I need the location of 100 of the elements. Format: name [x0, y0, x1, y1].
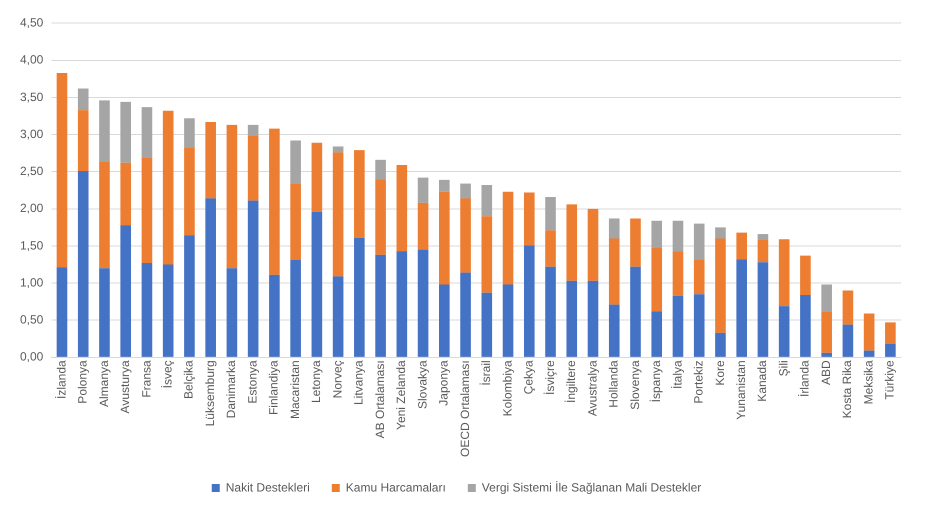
- bar: [502, 192, 514, 285]
- bar: [184, 147, 195, 236]
- bar: [778, 306, 790, 357]
- x-tick-label: Norveç: [330, 360, 344, 398]
- bar: [758, 239, 768, 262]
- bar: [120, 102, 132, 163]
- bar: [651, 311, 662, 357]
- bar: [842, 290, 854, 325]
- y-tick-label: 4,00: [20, 52, 44, 67]
- legend-label: Nakit Destekleri: [226, 480, 310, 494]
- x-tick-label: Letonya: [309, 360, 324, 404]
- bar: [481, 185, 492, 216]
- x-tick-label: İtalya: [670, 360, 684, 389]
- x-tick-label: Finlandiya: [266, 360, 281, 416]
- bar: [885, 322, 896, 344]
- bar: [524, 245, 535, 357]
- bar: [736, 259, 747, 357]
- x-tick-label: Yeni Zelanda: [394, 360, 408, 430]
- bar: [694, 259, 705, 294]
- bar: [418, 178, 428, 203]
- legend-label: Vergi Sistemi İle Sağlanan Mali Destekler: [482, 480, 702, 494]
- bar: [312, 212, 322, 357]
- x-tick-label: ABD: [818, 360, 833, 385]
- bar: [332, 152, 344, 276]
- x-tick-label: İsviçre: [542, 360, 557, 395]
- x-tick-label: Çekya: [522, 360, 536, 394]
- bar: [758, 262, 768, 357]
- bar: [375, 160, 386, 180]
- bar: [396, 165, 408, 252]
- bar: [864, 314, 874, 351]
- bar: [800, 256, 811, 295]
- y-tick-label: 1,00: [20, 275, 44, 290]
- bar: [800, 294, 811, 357]
- bar: [332, 146, 344, 152]
- bar: [502, 284, 514, 357]
- bar: [290, 260, 301, 357]
- y-tick-label: 1,50: [20, 238, 44, 252]
- x-tick-label: Danimarka: [224, 360, 238, 418]
- bar: [736, 232, 747, 260]
- bar: [672, 251, 684, 296]
- x-tick-label: Kolombiya: [500, 360, 514, 416]
- bar: [630, 218, 641, 267]
- bar: [608, 218, 620, 239]
- bar: [588, 208, 598, 281]
- bar: [481, 216, 492, 293]
- bar: [439, 192, 450, 285]
- bar: [354, 150, 365, 238]
- bar: [290, 184, 301, 260]
- bar: [608, 304, 620, 357]
- x-tick-label: Japonya: [436, 360, 451, 406]
- bar: [651, 247, 662, 312]
- bar: [226, 268, 238, 357]
- x-tick-label: İsveç: [160, 360, 174, 388]
- x-tick-label: Slovenya: [628, 360, 642, 410]
- bar: [78, 170, 89, 357]
- y-tick-label: 2,50: [20, 164, 44, 178]
- bar: [545, 230, 556, 267]
- bar: [821, 284, 832, 312]
- bar: [821, 352, 832, 357]
- x-tick-label: Kanada: [755, 360, 770, 402]
- bar: [864, 350, 874, 357]
- bar: [524, 192, 535, 246]
- bar: [588, 280, 598, 357]
- y-tick-label: 3,00: [20, 126, 44, 141]
- bar: [142, 263, 152, 357]
- bar: [715, 238, 726, 333]
- bar: [120, 162, 132, 226]
- x-tick-label: AB Ortalaması: [372, 360, 387, 438]
- x-tick-label: İspanya: [649, 360, 664, 402]
- bar: [821, 312, 832, 353]
- bar: [56, 72, 68, 268]
- bar: [694, 224, 705, 260]
- bar: [162, 110, 174, 265]
- bar: [99, 100, 110, 162]
- x-tick-label: Avusturya: [118, 360, 132, 414]
- x-tick-label: Lüksemburg: [202, 360, 217, 426]
- bar: [545, 196, 556, 230]
- bar: [460, 198, 471, 273]
- y-tick-label: 2,00: [20, 201, 44, 216]
- x-tick-label: Türkiye: [882, 360, 897, 400]
- y-tick-label: 3,50: [20, 90, 44, 104]
- x-tick-label: Şili: [776, 360, 790, 376]
- bar: [99, 161, 110, 268]
- bar: [672, 220, 684, 252]
- bar: [651, 220, 662, 248]
- bar: [608, 238, 620, 305]
- bar: [205, 198, 216, 357]
- bar: [142, 158, 152, 264]
- bar: [226, 124, 238, 268]
- bar: [439, 284, 450, 357]
- x-tick-label: Avustralya: [585, 360, 600, 416]
- bar: [375, 179, 386, 255]
- bar: [566, 280, 578, 357]
- bar: [481, 292, 492, 357]
- bar: [758, 234, 768, 240]
- y-tick-label: 0,50: [20, 312, 44, 327]
- bar: [439, 180, 450, 192]
- bar: [78, 110, 89, 171]
- bar: [99, 268, 110, 357]
- legend-label: Kamu Harcamaları: [346, 480, 446, 494]
